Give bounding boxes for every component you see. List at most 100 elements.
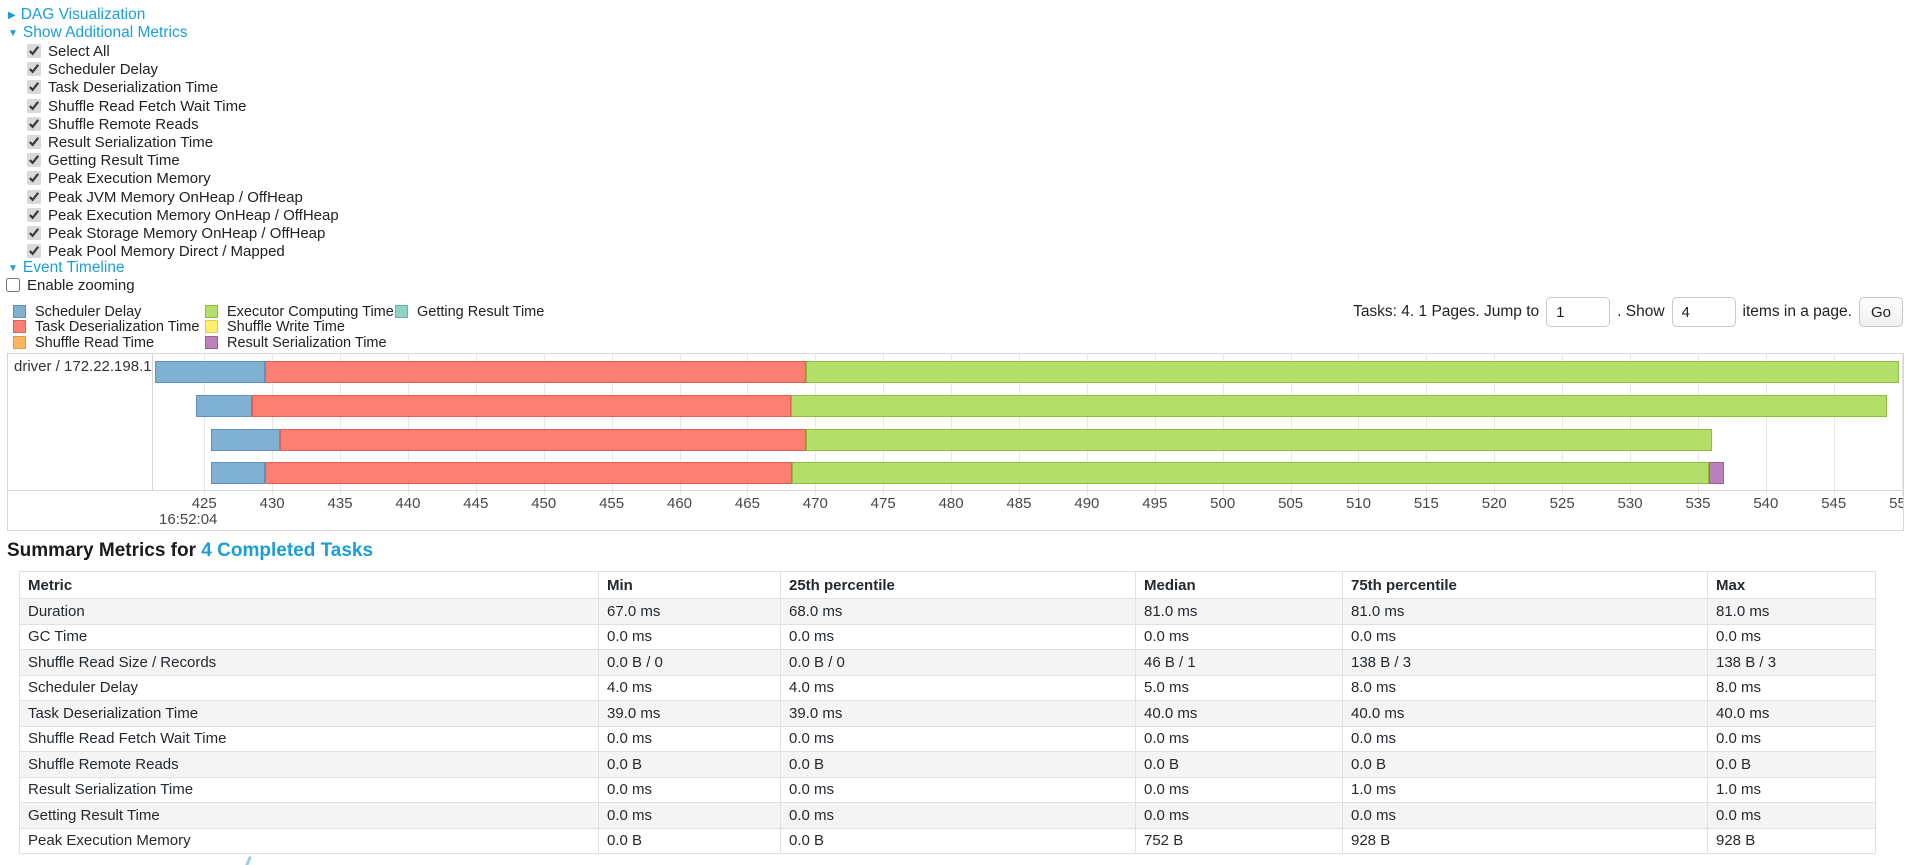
metric-checkbox[interactable] <box>27 62 41 77</box>
gridline <box>1290 354 1292 490</box>
metric-value-cell: 40.0 ms <box>1342 700 1708 727</box>
metric-checkbox-row[interactable]: Shuffle Remote Reads <box>27 116 339 134</box>
axis-tick-label: 530 <box>1617 495 1643 512</box>
gridline <box>815 354 817 490</box>
axis-separator <box>8 490 1903 491</box>
gridline <box>1494 354 1496 490</box>
legend-item-executor_computing: Executor Computing Time <box>205 304 395 320</box>
metric-checkbox-row[interactable]: Shuffle Read Fetch Wait Time <box>27 98 339 116</box>
metric-checkbox[interactable] <box>27 225 41 240</box>
metric-name-cell: Duration <box>19 598 599 625</box>
metric-value-cell: 0.0 ms <box>780 802 1136 829</box>
metric-checkbox-label: Shuffle Remote Reads <box>48 115 199 133</box>
gridline <box>204 354 206 490</box>
legend-column: Scheduler Delay Task Deserialization Time… <box>13 304 205 351</box>
metric-checkbox-label: Peak JVM Memory OnHeap / OffHeap <box>48 188 303 206</box>
table-row: Scheduler Delay 4.0 ms 4.0 ms 5.0 ms 8.0 ms 8… <box>19 674 1876 701</box>
table-row: Task Deserialization Time 39.0 ms 39.0 ms 4… <box>19 700 1876 727</box>
axis-tick <box>1833 491 1835 496</box>
metric-checkbox-label: Task Deserialization Time <box>48 79 219 97</box>
metric-checkbox[interactable] <box>27 171 41 186</box>
task-bar-segment-task_deserialization[interactable] <box>280 429 806 451</box>
task-bar-segment-scheduler_delay[interactable] <box>196 395 252 417</box>
metric-value-cell: 81.0 ms <box>1342 598 1708 625</box>
show-additional-metrics-link[interactable]: ▼ Show Additional Metrics <box>8 24 187 42</box>
axis-tick-label: 505 <box>1278 495 1304 512</box>
metric-value-cell: 46 B / 1 <box>1135 649 1343 676</box>
metric-checkbox-row[interactable]: Select All <box>27 43 339 61</box>
event-timeline-link[interactable]: ▼ Event Timeline <box>8 259 125 277</box>
metric-checkbox[interactable] <box>27 44 41 58</box>
metric-checkbox-label: Getting Result Time <box>48 152 180 170</box>
metric-checkbox-label: Peak Execution Memory <box>48 170 211 188</box>
enable-zooming-row[interactable]: Enable zooming <box>6 277 135 294</box>
go-button[interactable]: Go <box>1858 297 1903 327</box>
enable-zooming-checkbox[interactable] <box>6 278 20 292</box>
metric-name-cell: Task Deserialization Time <box>19 700 599 727</box>
metric-checkbox[interactable] <box>27 189 41 204</box>
axis-tick-label: 440 <box>395 495 421 512</box>
metric-checkbox-row[interactable]: Peak Storage Memory OnHeap / OffHeap <box>27 225 339 243</box>
metric-checkbox[interactable] <box>27 244 41 259</box>
metric-value-cell: 752 B <box>1135 827 1343 854</box>
metric-value-cell: 0.0 ms <box>598 802 781 829</box>
gridline <box>1833 354 1835 490</box>
metric-checkbox-row[interactable]: Getting Result Time <box>27 152 339 170</box>
shuffle_read-swatch-icon <box>13 335 26 349</box>
metric-checkbox[interactable] <box>27 80 41 95</box>
axis-tick-label: 545 <box>1821 495 1847 512</box>
axis-tick <box>272 491 274 496</box>
metric-checkbox-label: Shuffle Read Fetch Wait Time <box>48 97 247 115</box>
metric-checkbox-row[interactable]: Peak JVM Memory OnHeap / OffHeap <box>27 189 339 207</box>
metric-name-cell: Result Serialization Time <box>19 776 599 803</box>
legend-label: Getting Result Time <box>417 304 545 320</box>
completed-tasks-link[interactable]: 4 Completed Tasks <box>201 540 374 561</box>
jump-to-page-input[interactable] <box>1546 297 1611 327</box>
gridline <box>340 354 342 490</box>
task-bar-segment-task_deserialization[interactable] <box>265 462 793 484</box>
task-bar-segment-result_serialization[interactable] <box>1708 462 1724 484</box>
task-bar-segment-executor_computing[interactable] <box>805 429 1712 451</box>
task-bar-segment-scheduler_delay[interactable] <box>211 429 281 451</box>
task-bar-segment-scheduler_delay[interactable] <box>155 361 266 383</box>
task-bar-segment-executor_computing[interactable] <box>790 395 1887 417</box>
metric-checkbox[interactable] <box>27 98 41 113</box>
metric-checkbox-row[interactable]: Peak Execution Memory OnHeap / OffHeap <box>27 207 339 225</box>
metric-value-cell: 39.0 ms <box>780 700 1136 727</box>
gridline <box>272 354 274 490</box>
legend-label: Shuffle Write Time <box>227 319 345 336</box>
items-per-page-input[interactable] <box>1671 297 1736 327</box>
gridline <box>1765 354 1767 490</box>
legend-item-task_deserialization: Task Deserialization Time <box>13 319 205 335</box>
metric-checkbox-row[interactable]: Scheduler Delay <box>27 61 339 79</box>
metric-value-cell: 0.0 B <box>780 751 1136 778</box>
summary-metrics-table: Metric Min 25th percentile Median 75th perce… <box>19 571 1876 854</box>
metric-value-cell: 0.0 ms <box>598 623 781 650</box>
task-bar-segment-executor_computing[interactable] <box>805 361 1899 383</box>
metric-checkbox[interactable] <box>27 153 41 168</box>
metric-checkbox-row[interactable]: Result Serialization Time <box>27 134 339 152</box>
task-bar-segment-executor_computing[interactable] <box>792 462 1709 484</box>
axis-tick-label: 460 <box>666 495 693 512</box>
metric-checkbox-row[interactable]: Task Deserialization Time <box>27 79 339 97</box>
metric-value-cell: 0.0 ms <box>1342 802 1708 829</box>
task-bar-segment-task_deserialization[interactable] <box>265 361 806 383</box>
gridline <box>475 354 477 490</box>
gridline <box>1086 354 1088 490</box>
axis-tick-label: 470 <box>802 495 828 512</box>
gridline <box>679 354 681 490</box>
table-row: Shuffle Read Size / Records 0.0 B / 0 0.0 … <box>19 649 1876 676</box>
axis-tick <box>951 491 953 496</box>
metric-checkbox-row[interactable]: Peak Pool Memory Direct / Mapped <box>27 243 339 261</box>
metric-checkbox[interactable] <box>27 116 41 131</box>
metric-checkbox[interactable] <box>27 134 41 149</box>
dag-visualization-link[interactable]: ▶ DAG Visualization <box>8 6 145 24</box>
column-header: 25th percentile <box>780 571 1136 599</box>
axis-tick-label: 495 <box>1142 495 1168 512</box>
metric-checkbox-row[interactable]: Peak Execution Memory <box>27 170 339 188</box>
metric-checkbox[interactable] <box>27 207 41 222</box>
task-bar-segment-scheduler_delay[interactable] <box>211 462 266 484</box>
task-bar-segment-task_deserialization[interactable] <box>251 395 791 417</box>
metric-value-cell: 928 B <box>1707 827 1876 854</box>
